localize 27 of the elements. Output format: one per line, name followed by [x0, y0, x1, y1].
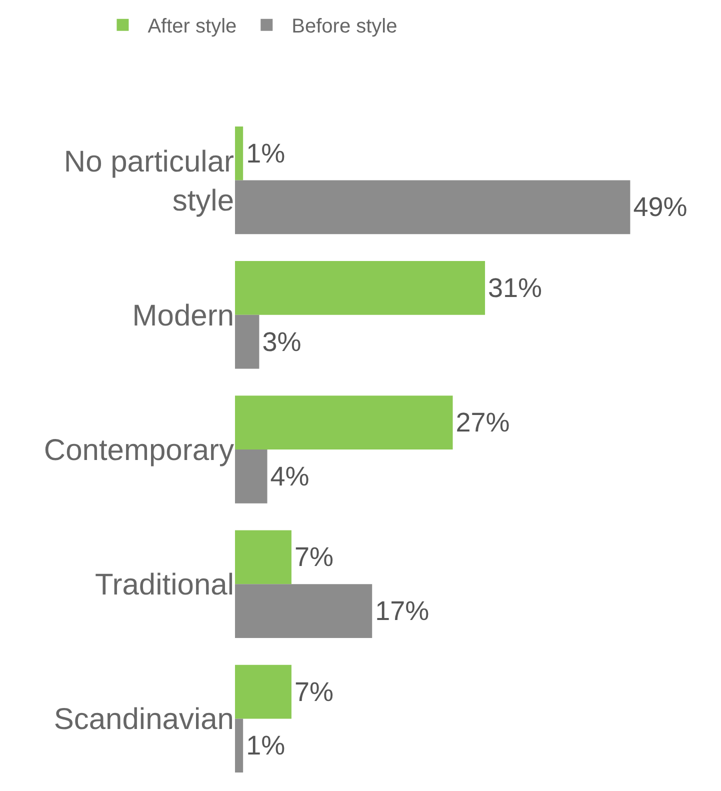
data-label: 7% [294, 542, 334, 572]
legend-label: After style [148, 16, 237, 38]
bar [235, 664, 292, 719]
bar [235, 314, 260, 369]
data-label: 17% [375, 596, 430, 626]
y-tick-label: Scandinavian [54, 703, 234, 736]
legend-label: Before style [292, 16, 398, 38]
data-label: 1% [246, 730, 286, 761]
bar [235, 396, 453, 450]
y-tick-label: Traditional [95, 568, 234, 602]
bar [235, 584, 372, 638]
bar [235, 261, 486, 315]
data-label: 3% [262, 326, 302, 357]
bar [235, 450, 268, 504]
data-label: 1% [246, 138, 286, 168]
y-tick-label: Modern [132, 299, 234, 332]
data-label: 4% [270, 461, 310, 492]
y-tick-label: No particular style [64, 145, 234, 218]
data-label: 27% [456, 408, 510, 438]
y-tick-label: Contemporary [44, 434, 234, 467]
bar [235, 718, 244, 773]
data-label: 31% [488, 272, 542, 303]
bar [235, 180, 630, 234]
data-label: 49% [633, 192, 688, 222]
bar [235, 126, 244, 180]
bar [235, 530, 292, 584]
data-label: 7% [294, 676, 334, 707]
